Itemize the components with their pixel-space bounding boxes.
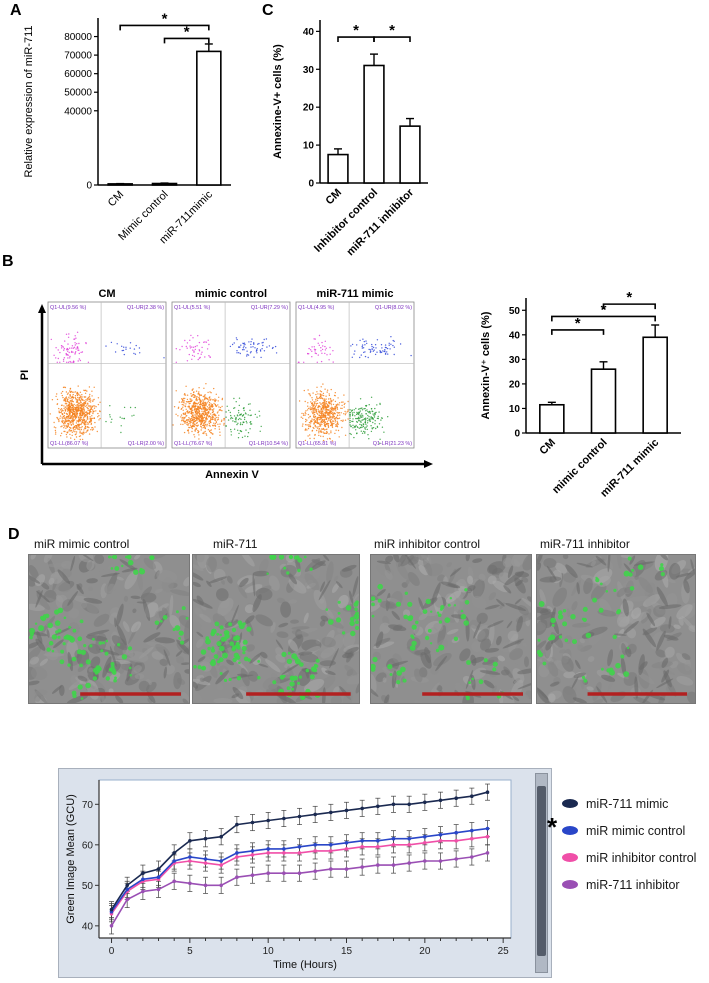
svg-text:80000: 80000 bbox=[64, 32, 92, 43]
legend-marker-icon bbox=[562, 826, 578, 835]
micrograph-inhibitor-control bbox=[370, 554, 532, 704]
svg-text:CM: CM bbox=[324, 187, 345, 208]
svg-text:miR-711 inhibitor: miR-711 inhibitor bbox=[345, 186, 417, 258]
svg-text:*: * bbox=[626, 290, 632, 306]
svg-text:70: 70 bbox=[82, 800, 94, 811]
svg-text:*: * bbox=[575, 315, 581, 332]
svg-text:CM: CM bbox=[98, 288, 115, 300]
green-image-mean-line-chart: 40 50 60 70 0 5 10 15 20 25 Time (Hours) Green Imag… bbox=[65, 779, 512, 971]
svg-text:miR-711 mimic: miR-711 mimic bbox=[316, 288, 393, 300]
svg-text:Q1-UR(2.38 %): Q1-UR(2.38 %) bbox=[127, 305, 164, 311]
growth-curve-panel: 40 50 60 70 0 5 10 15 20 25 Time (Hours) Green Imag… bbox=[58, 768, 552, 978]
svg-text:20: 20 bbox=[303, 103, 315, 114]
micrograph-mimic-control bbox=[28, 554, 190, 704]
micrograph-label-mimic-control: miR mimic control bbox=[34, 537, 130, 551]
legend-item-mir711-mimic: miR-711 mimic bbox=[562, 790, 696, 817]
svg-text:CM: CM bbox=[537, 437, 558, 458]
legend-item-label: miR inhibitor control bbox=[586, 850, 697, 865]
legend-marker-icon bbox=[562, 853, 578, 862]
svg-text:Time (Hours): Time (Hours) bbox=[273, 959, 337, 971]
svg-text:Q1-LL(65.81 %): Q1-LL(65.81 %) bbox=[298, 441, 337, 447]
svg-text:*: * bbox=[184, 23, 190, 40]
legend-item-mir711-inhibitor: miR-711 inhibitor bbox=[562, 871, 696, 898]
svg-text:CM: CM bbox=[106, 189, 127, 210]
vertical-scrollbar[interactable] bbox=[535, 773, 548, 973]
svg-text:Annexin-V⁺ cells (%): Annexin-V⁺ cells (%) bbox=[480, 311, 492, 419]
svg-text:Annexin V: Annexin V bbox=[205, 469, 259, 481]
svg-text:0: 0 bbox=[86, 181, 92, 192]
svg-text:*: * bbox=[162, 10, 168, 27]
svg-text:Q1-LR(2.00 %): Q1-LR(2.00 %) bbox=[128, 441, 164, 447]
micrograph-mir711 bbox=[192, 554, 360, 704]
svg-text:mimic control: mimic control bbox=[195, 288, 267, 300]
legend-item-inhibitor-control: miR inhibitor control bbox=[562, 844, 696, 871]
line-chart-legend: miR-711 mimic miR mimic control miR inhi… bbox=[562, 790, 696, 898]
significance-star-annotation: * bbox=[547, 812, 558, 842]
svg-text:20: 20 bbox=[509, 379, 521, 390]
svg-text:Q1-LR(21.23 %): Q1-LR(21.23 %) bbox=[373, 441, 412, 447]
svg-text:50: 50 bbox=[82, 881, 94, 892]
svg-text:5: 5 bbox=[187, 946, 193, 957]
legend-item-label: miR mimic control bbox=[586, 823, 686, 838]
svg-text:0: 0 bbox=[109, 946, 115, 957]
svg-text:40: 40 bbox=[509, 330, 521, 341]
scrollbar-thumb[interactable] bbox=[537, 785, 546, 957]
svg-text:60000: 60000 bbox=[64, 69, 92, 80]
svg-text:0: 0 bbox=[308, 179, 314, 190]
svg-text:40: 40 bbox=[303, 27, 315, 38]
svg-text:20: 20 bbox=[419, 946, 431, 957]
svg-text:*: * bbox=[389, 22, 395, 39]
svg-text:40000: 40000 bbox=[64, 106, 92, 117]
legend-marker-icon bbox=[562, 880, 578, 889]
micrograph-mir711-inhibitor bbox=[536, 554, 696, 704]
svg-text:60: 60 bbox=[82, 840, 94, 851]
panel-a-label: A bbox=[10, 2, 22, 19]
svg-text:0: 0 bbox=[514, 429, 520, 440]
svg-text:Q1-LL(76.67 %): Q1-LL(76.67 %) bbox=[174, 441, 213, 447]
micrograph-label-inhibitor-control: miR inhibitor control bbox=[374, 537, 481, 551]
svg-text:10: 10 bbox=[509, 404, 521, 415]
svg-text:Q1-UL(5.51 %): Q1-UL(5.51 %) bbox=[174, 305, 210, 311]
svg-text:Relative expression of miR-711: Relative expression of miR-711 bbox=[23, 25, 35, 177]
legend-item-label: miR-711 inhibitor bbox=[586, 877, 680, 892]
svg-text:Annexine-V+ cells (%): Annexine-V+ cells (%) bbox=[272, 44, 284, 159]
svg-text:15: 15 bbox=[341, 946, 353, 957]
svg-text:mimic control: mimic control bbox=[550, 437, 609, 496]
svg-text:30: 30 bbox=[303, 65, 315, 76]
svg-text:Inhibitor control: Inhibitor control bbox=[312, 187, 380, 255]
svg-text:40: 40 bbox=[82, 921, 94, 932]
svg-text:Green Image Mean (GCU): Green Image Mean (GCU) bbox=[65, 794, 77, 924]
legend-marker-icon bbox=[562, 799, 578, 808]
panel-b-label: B bbox=[2, 253, 14, 270]
svg-text:Q1-UR(8.02 %): Q1-UR(8.02 %) bbox=[375, 305, 412, 311]
panel-c-label: C bbox=[262, 2, 274, 19]
svg-text:PI: PI bbox=[19, 370, 31, 380]
svg-text:Q1-LL(86.07 %): Q1-LL(86.07 %) bbox=[50, 441, 89, 447]
svg-text:50000: 50000 bbox=[64, 88, 92, 99]
svg-text:10: 10 bbox=[263, 946, 275, 957]
svg-text:Q1-UR(7.29 %): Q1-UR(7.29 %) bbox=[251, 305, 288, 311]
svg-text:50: 50 bbox=[509, 306, 521, 317]
svg-text:Q1-UL(9.56 %): Q1-UL(9.56 %) bbox=[50, 305, 86, 311]
svg-text:Q1-LR(10.54 %): Q1-LR(10.54 %) bbox=[249, 441, 288, 447]
panel-d-label: D bbox=[8, 526, 20, 543]
micrograph-label-mir711-inhibitor: miR-711 inhibitor bbox=[540, 537, 630, 551]
panel-b-flow-cytometry-plots: CM Q1-UL(9.56 %) Q1-UR(2.38 %) Q1-LL(86.07 … bbox=[19, 288, 433, 481]
legend-item-label: miR-711 mimic bbox=[586, 796, 669, 811]
svg-text:10: 10 bbox=[303, 141, 315, 152]
micrograph-label-mir711: miR-711 bbox=[213, 537, 258, 551]
svg-text:*: * bbox=[353, 22, 359, 39]
svg-text:25: 25 bbox=[498, 946, 510, 957]
svg-text:*: * bbox=[601, 301, 607, 318]
svg-text:30: 30 bbox=[509, 355, 521, 366]
svg-text:Q1-UL(4.95 %): Q1-UL(4.95 %) bbox=[298, 305, 334, 311]
legend-item-mimic-control: miR mimic control bbox=[562, 817, 696, 844]
svg-text:70000: 70000 bbox=[64, 51, 92, 62]
